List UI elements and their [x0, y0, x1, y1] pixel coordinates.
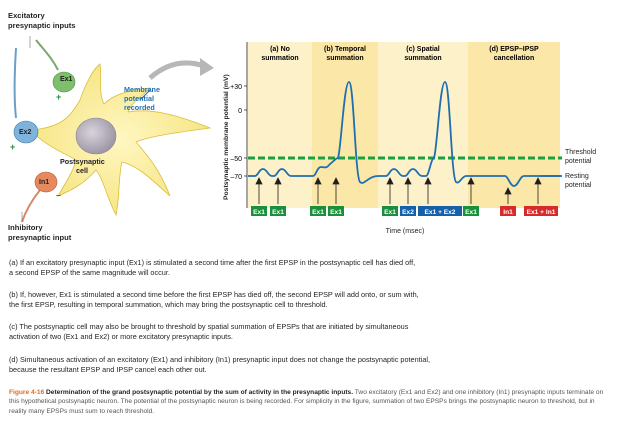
x-axis-label: Time (msec)	[386, 228, 425, 235]
stim-badge-5	[382, 206, 398, 216]
panel-b-bg	[312, 42, 378, 208]
stim-label-9: In1	[503, 209, 513, 216]
electrode-line	[139, 89, 151, 101]
stim-label-7: Ex1 + Ex2	[425, 209, 456, 216]
stim-label-4: Ex1	[330, 209, 342, 216]
panel-b-title: (b) Temporal	[324, 46, 366, 53]
ex1-label: Ex1	[60, 76, 73, 83]
membrane-label: Membrane potential recorded	[124, 85, 162, 112]
in1-minus: –	[56, 190, 61, 200]
tick-label-0: 0	[238, 108, 242, 115]
panel-a-title: (a) No	[270, 46, 290, 53]
caption-b-line1: (b) If, however, Ex1 is stimulated a sec…	[9, 290, 419, 299]
membrane-trace	[248, 81, 560, 187]
caption-c: (c) The postsynaptic cell may also be br…	[9, 322, 609, 341]
ex2-axon	[13, 47, 17, 119]
caption-d-line2: because the resultant EPSP and IPSP canc…	[9, 364, 207, 374]
panel-c-bg	[378, 42, 468, 208]
ex2-plus: +	[10, 142, 15, 152]
panel-d-subtitle: cancellation	[494, 55, 534, 62]
figure-label: Figure 4-16	[9, 389, 45, 396]
panel-d-bg	[468, 42, 560, 208]
y-axis-label: Postsynaptic membrane potential (mV)	[223, 74, 230, 200]
neuron-illustration: Excitatory presynaptic inputs Ex1 + Ex2 …	[8, 11, 214, 242]
figure-body: Two excitatory (Ex1 and Ex2) and one inh…	[9, 389, 604, 415]
caption-c-line2: activation of two (Ex1 and Ex2) or more …	[9, 331, 233, 341]
recording-arrow-icon	[148, 60, 205, 80]
potential-graph: Postsynaptic membrane potential (mV) +30…	[223, 42, 598, 235]
ex1-terminal	[52, 71, 76, 93]
stim-label-10: Ex1 + In1	[527, 209, 556, 216]
postsynaptic-label: Postsynaptic cell	[60, 157, 107, 175]
ex1-axon	[35, 39, 59, 71]
ex1-plus: +	[56, 92, 61, 102]
postsynaptic-neuron-body	[29, 63, 212, 217]
figure-caption: Figure 4-16 Determination of the grand p…	[9, 388, 611, 416]
caption-b-line2: the first EPSP, resulting in temporal su…	[9, 299, 328, 309]
stim-label-3: Ex1	[312, 209, 324, 216]
panel-a-subtitle: summation	[261, 55, 298, 62]
stim-badge-1	[251, 206, 267, 216]
caption-a-line2: a second EPSP of the same magnitude will…	[9, 267, 170, 277]
stim-badge-10	[524, 206, 558, 216]
stim-badge-4	[328, 206, 344, 216]
stim-label-1: Ex1	[253, 209, 265, 216]
caption-d: (d) Simultaneous activation of an excita…	[9, 355, 609, 374]
ex2-label: Ex2	[19, 129, 32, 136]
inhibitory-title: Inhibitory presynaptic input	[8, 223, 72, 242]
in1-axon	[21, 189, 41, 223]
stim-badge-9	[500, 206, 516, 216]
tick-label-30: +30	[230, 84, 242, 91]
in1-label: In1	[39, 179, 49, 186]
panel-b-subtitle: summation	[326, 55, 363, 62]
stim-label-2: Ex1	[272, 209, 284, 216]
threshold-label: Threshold potential	[565, 149, 598, 165]
stim-badge-3	[310, 206, 326, 216]
tick-label-50: –50	[230, 156, 242, 163]
in1-terminal	[34, 171, 58, 193]
stim-label-6: Ex2	[402, 209, 414, 216]
panel-c-title: (c) Spatial	[406, 46, 440, 53]
stim-badge-2	[270, 206, 286, 216]
recording-arrowhead-icon	[200, 58, 214, 76]
tick-label-70: –70	[230, 174, 242, 181]
nucleus	[75, 117, 117, 155]
caption-b: (b) If, however, Ex1 is stimulated a sec…	[9, 290, 609, 309]
stim-label-8: Ex1	[465, 209, 477, 216]
stim-badge-7	[418, 206, 462, 216]
resting-label: Resting potential	[565, 173, 592, 189]
stim-badge-6	[400, 206, 416, 216]
caption-c-line1: (c) The postsynaptic cell may also be br…	[9, 322, 409, 331]
figure-title: Determination of the grand postsynaptic …	[46, 389, 354, 396]
stimulus-arrows	[255, 177, 542, 204]
panel-d-title: (d) EPSP–IPSP	[489, 46, 539, 53]
ex2-terminal	[13, 120, 39, 144]
caption-a: (a) If an excitatory presynaptic input (…	[9, 258, 609, 277]
stim-label-5: Ex1	[384, 209, 396, 216]
panel-c-subtitle: summation	[404, 55, 441, 62]
caption-d-line1: (d) Simultaneous activation of an excita…	[9, 355, 431, 364]
excitatory-title: Excitatory presynaptic inputs	[8, 11, 76, 30]
stim-badge-8	[463, 206, 479, 216]
caption-a-line1: (a) If an excitatory presynaptic input (…	[9, 258, 416, 267]
figure-diagram: Excitatory presynaptic inputs Ex1 + Ex2 …	[8, 11, 598, 242]
